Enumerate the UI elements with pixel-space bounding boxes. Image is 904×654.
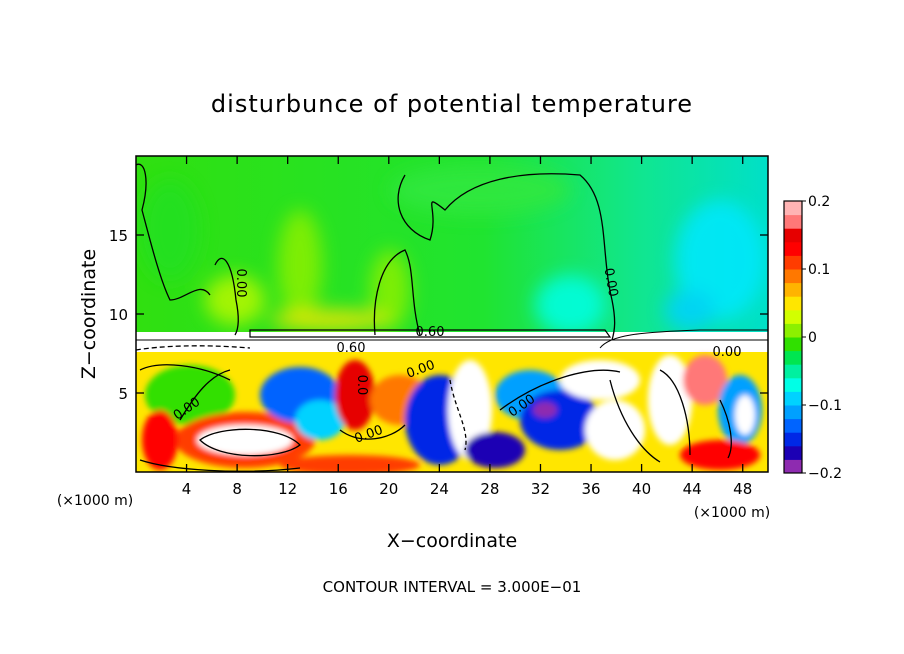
contour-label: 0.00 xyxy=(601,267,621,298)
colorbar-swatch xyxy=(784,459,802,474)
x-tick-label: 24 xyxy=(430,480,449,498)
colorbar-swatch xyxy=(784,296,802,311)
contour-label: 0.00 xyxy=(713,345,742,360)
y-tick-label: 15 xyxy=(109,227,128,245)
colorbar-swatch xyxy=(784,364,802,379)
y-axis: 5 10 15 xyxy=(109,227,768,403)
colorbar-swatch xyxy=(784,377,802,392)
colorbar-tick-label: −0.2 xyxy=(808,466,842,482)
plot-area: 0.60 0.60 0.00 0.00 0.00 0.00 0.00 0.00 … xyxy=(136,156,768,472)
y-axis-label: Z−coordinate xyxy=(78,249,100,379)
x-tick-label: 40 xyxy=(632,480,651,498)
colorbar-swatch xyxy=(784,309,802,324)
colorbar-swatch xyxy=(784,418,802,433)
colorbar-swatch xyxy=(784,391,802,406)
saturated-band xyxy=(136,332,768,352)
colorbar-labels: 0.2 0.1 0 −0.1 −0.2 xyxy=(802,194,842,482)
colorbar-swatch xyxy=(784,445,802,460)
x-tick-label: 32 xyxy=(531,480,550,498)
colorbar-tick-label: 0.2 xyxy=(808,194,830,210)
contour-label: 0.0 xyxy=(354,375,369,396)
colorbar-tick-label: 0.1 xyxy=(808,262,830,278)
colorbar-swatch xyxy=(784,241,802,256)
colorbar-swatch xyxy=(784,201,802,216)
colorbar-swatch xyxy=(784,214,802,229)
contour-lines xyxy=(136,163,768,472)
x-tick-label: 28 xyxy=(480,480,499,498)
x-axis: 4 8 12 16 20 24 28 32 36 40 44 48 xyxy=(182,156,752,498)
chart-title: disturbunce of potential temperature xyxy=(211,90,693,118)
lower-field-blobs xyxy=(142,355,762,472)
colorbar-swatch xyxy=(784,323,802,338)
colorbar-tick-label: −0.1 xyxy=(808,398,842,414)
y-tick-label: 10 xyxy=(109,306,128,324)
contour-label: 0.60 xyxy=(337,341,366,356)
x-tick-label: 20 xyxy=(379,480,398,498)
x-tick-label: 4 xyxy=(182,480,192,498)
contour-label: 0.60 xyxy=(416,325,445,340)
colorbar xyxy=(783,200,803,474)
colorbar-swatch xyxy=(784,228,802,243)
x-tick-label: 16 xyxy=(329,480,348,498)
y-tick-label: 5 xyxy=(118,385,128,403)
colorbar-swatch xyxy=(784,269,802,284)
x-unit-left: (×1000 m) xyxy=(57,493,133,509)
colorbar-swatch xyxy=(784,255,802,270)
contour-interval-note: CONTOUR INTERVAL = 3.000E−01 xyxy=(323,578,582,596)
x-tick-label: 36 xyxy=(581,480,600,498)
colorbar-swatch xyxy=(784,350,802,365)
x-tick-label: 12 xyxy=(278,480,297,498)
colorbar-swatch xyxy=(784,432,802,447)
x-unit-right: (×1000 m) xyxy=(694,505,770,521)
contour-label: 0.00 xyxy=(233,269,248,298)
colorbar-swatch xyxy=(784,282,802,297)
colorbar-swatch xyxy=(784,405,802,420)
colorbar-tick-label: 0 xyxy=(808,330,817,346)
x-axis-label: X−coordinate xyxy=(387,530,517,552)
colorbar-swatch xyxy=(784,337,802,352)
x-tick-label: 44 xyxy=(683,480,702,498)
x-tick-label: 8 xyxy=(232,480,242,498)
x-tick-label: 48 xyxy=(733,480,752,498)
